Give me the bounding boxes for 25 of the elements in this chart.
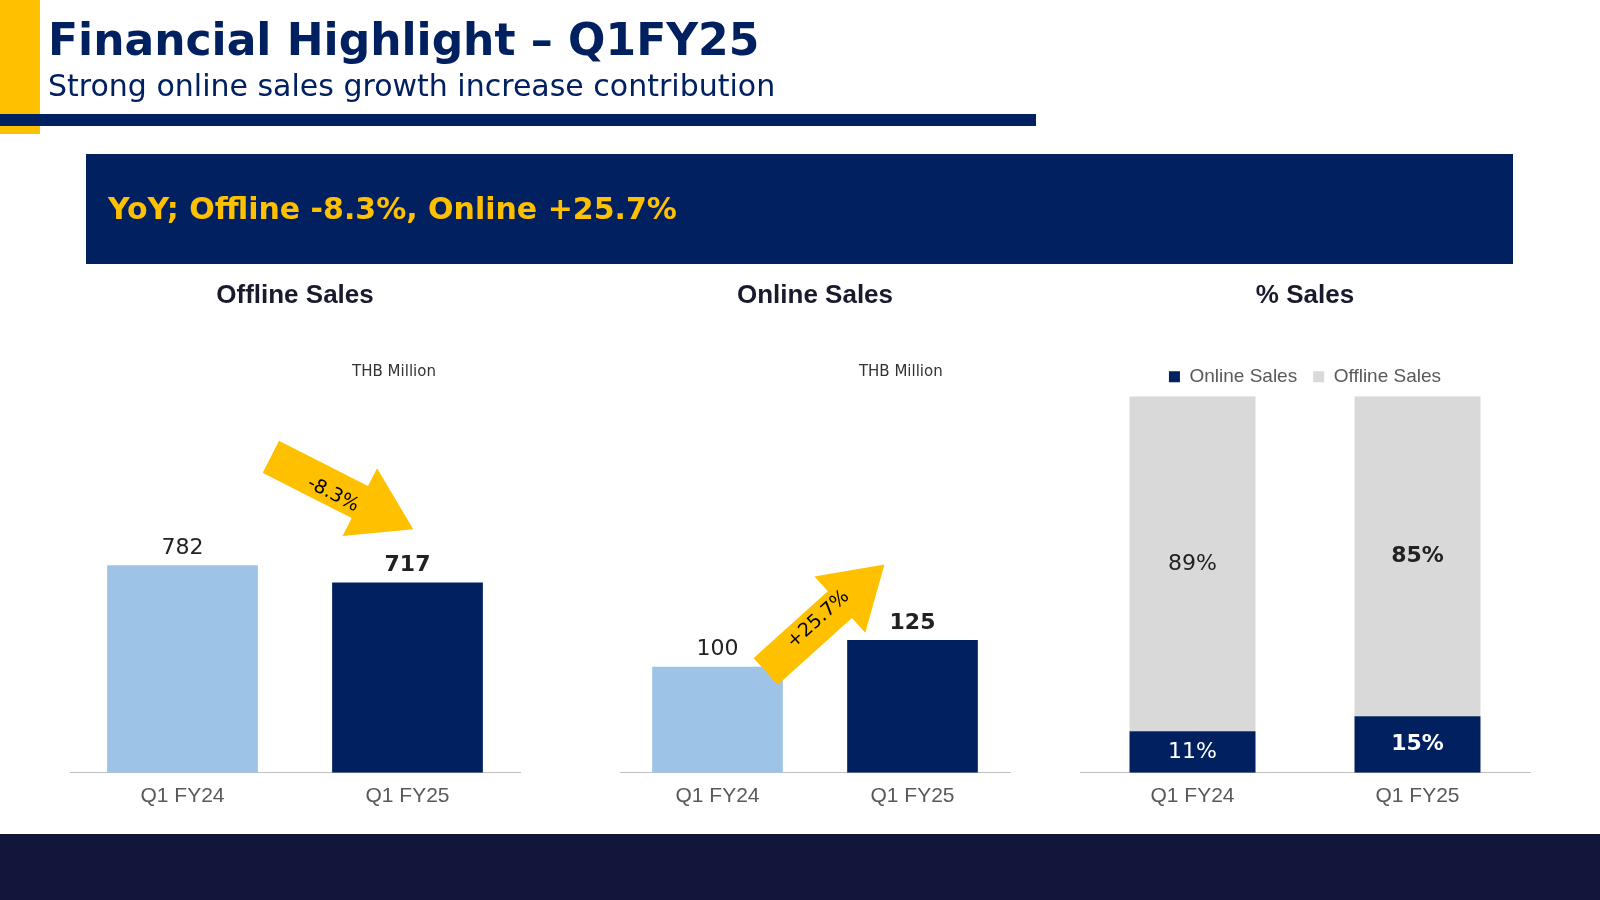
legend-label: Online Sales	[1189, 364, 1298, 386]
text: THB Million	[857, 361, 943, 380]
data-label: 100	[696, 635, 739, 661]
chart-title: Offline Sales	[216, 278, 374, 309]
legend-label: Offline Sales	[1333, 364, 1442, 386]
x-tick-label: Q1 FY25	[870, 783, 955, 807]
data-label: 717	[384, 551, 431, 577]
text: Strong online sales growth increase contribution	[48, 68, 776, 103]
x-tick-label: Q1 FY25	[1375, 783, 1460, 807]
data-label: 125	[889, 608, 936, 634]
text: YoY; Offline -8.3%, Online +25.7%	[86, 154, 1513, 264]
data-label: 11%	[1168, 737, 1217, 763]
x-tick-label: Q1 FY24	[675, 783, 760, 807]
data-label: 15%	[1391, 730, 1444, 756]
text: Financial Highlight – Q1FY25	[48, 14, 760, 65]
data-label: 85%	[1391, 541, 1444, 567]
x-tick-label: Q1 FY24	[1150, 783, 1235, 807]
data-label: 89%	[1168, 549, 1217, 575]
chart-title: Online Sales	[736, 278, 894, 309]
x-tick-label: Q1 FY24	[140, 783, 225, 807]
x-tick-label: Q1 FY25	[365, 783, 450, 807]
data-label: 782	[161, 533, 204, 559]
chart-title: % Sales	[1255, 278, 1355, 309]
text: -8.3%	[304, 470, 364, 516]
text: THB Million	[351, 361, 436, 380]
